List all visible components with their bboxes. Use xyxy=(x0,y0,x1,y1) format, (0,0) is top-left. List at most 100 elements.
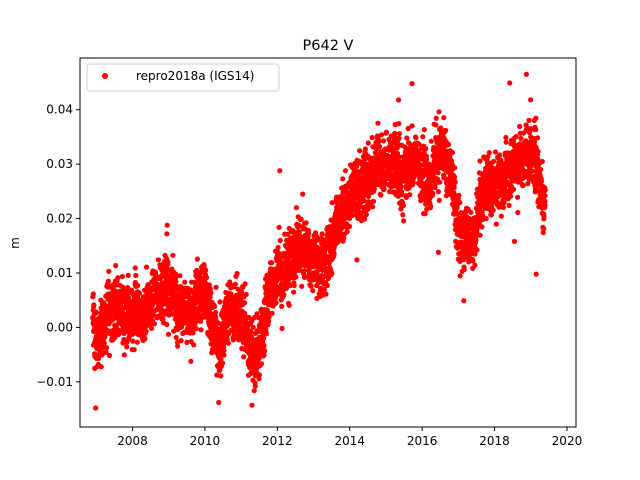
data-point xyxy=(357,148,363,154)
data-point xyxy=(207,286,213,292)
data-point xyxy=(407,192,413,198)
data-point xyxy=(234,270,240,277)
data-point xyxy=(342,168,348,174)
data-point xyxy=(370,204,376,210)
data-point xyxy=(225,340,231,346)
data-point xyxy=(151,321,158,327)
data-point xyxy=(204,274,210,281)
data-point xyxy=(273,300,279,306)
data-point xyxy=(435,189,441,195)
data-point xyxy=(301,274,308,280)
data-point xyxy=(193,326,199,332)
y-tick-label: 0.02 xyxy=(46,212,73,226)
data-point xyxy=(436,197,442,203)
data-point xyxy=(242,281,248,287)
data-point xyxy=(136,290,142,296)
data-point xyxy=(125,295,132,301)
data-point xyxy=(486,150,492,156)
data-point xyxy=(212,303,218,309)
data-point xyxy=(437,179,443,185)
data-point xyxy=(164,231,170,237)
data-point xyxy=(533,115,539,121)
data-point xyxy=(277,168,283,174)
data-point xyxy=(493,221,499,227)
data-point xyxy=(143,264,150,270)
data-point xyxy=(150,312,157,318)
data-point xyxy=(377,144,383,150)
data-point xyxy=(241,354,247,360)
data-point xyxy=(449,149,455,156)
data-point xyxy=(340,176,346,182)
data-point xyxy=(254,311,260,317)
data-point xyxy=(363,212,369,218)
data-point xyxy=(218,373,224,379)
data-point xyxy=(511,238,518,244)
data-point xyxy=(121,352,127,358)
data-point xyxy=(445,142,452,148)
data-point xyxy=(113,282,119,288)
data-point xyxy=(299,283,305,289)
data-point xyxy=(441,115,447,121)
legend-marker xyxy=(102,73,108,79)
data-point xyxy=(451,185,457,191)
data-point xyxy=(172,271,179,277)
legend-label: repro2018a (IGS14) xyxy=(136,69,254,83)
data-point xyxy=(490,207,496,213)
data-point xyxy=(321,287,327,293)
data-point xyxy=(216,399,222,406)
data-point xyxy=(184,339,190,345)
data-point xyxy=(378,192,384,198)
data-point xyxy=(427,203,434,209)
data-point xyxy=(175,343,181,349)
data-point xyxy=(361,198,367,204)
data-point xyxy=(220,360,226,366)
data-point xyxy=(112,288,118,294)
data-point xyxy=(297,267,303,273)
data-point xyxy=(518,135,524,142)
data-point xyxy=(513,134,519,140)
data-point xyxy=(291,289,297,295)
data-point xyxy=(409,81,415,87)
data-point xyxy=(401,218,407,224)
data-point xyxy=(194,256,200,262)
data-point xyxy=(323,291,329,297)
data-point xyxy=(534,187,540,193)
data-point xyxy=(375,120,381,126)
data-point xyxy=(329,271,335,277)
data-point xyxy=(103,349,109,355)
data-point xyxy=(213,309,219,316)
data-point xyxy=(541,226,547,232)
data-point xyxy=(517,123,523,130)
data-point xyxy=(428,138,434,144)
data-point xyxy=(198,327,204,333)
data-point xyxy=(279,303,285,309)
data-point xyxy=(535,135,541,141)
data-point xyxy=(113,323,119,329)
data-point xyxy=(510,186,517,192)
data-point xyxy=(225,331,232,337)
data-point xyxy=(396,97,402,103)
data-point xyxy=(430,191,436,197)
data-point xyxy=(433,115,439,121)
data-point xyxy=(435,249,441,255)
x-tick-label: 2016 xyxy=(407,434,438,448)
data-point xyxy=(535,149,541,155)
data-point xyxy=(173,334,179,341)
data-point xyxy=(293,274,299,280)
data-point xyxy=(497,152,503,158)
data-point xyxy=(102,333,108,339)
data-point xyxy=(477,158,483,164)
data-point xyxy=(503,139,509,145)
data-point xyxy=(452,179,458,185)
data-point xyxy=(461,298,467,304)
data-point xyxy=(398,184,404,190)
data-point xyxy=(149,325,155,331)
data-point xyxy=(260,335,267,341)
data-point xyxy=(173,275,179,281)
data-point xyxy=(228,291,234,297)
y-tick-label: −0.01 xyxy=(36,375,73,389)
data-point xyxy=(472,262,478,268)
data-point xyxy=(538,166,544,173)
data-point xyxy=(420,134,426,140)
data-point xyxy=(190,330,196,336)
